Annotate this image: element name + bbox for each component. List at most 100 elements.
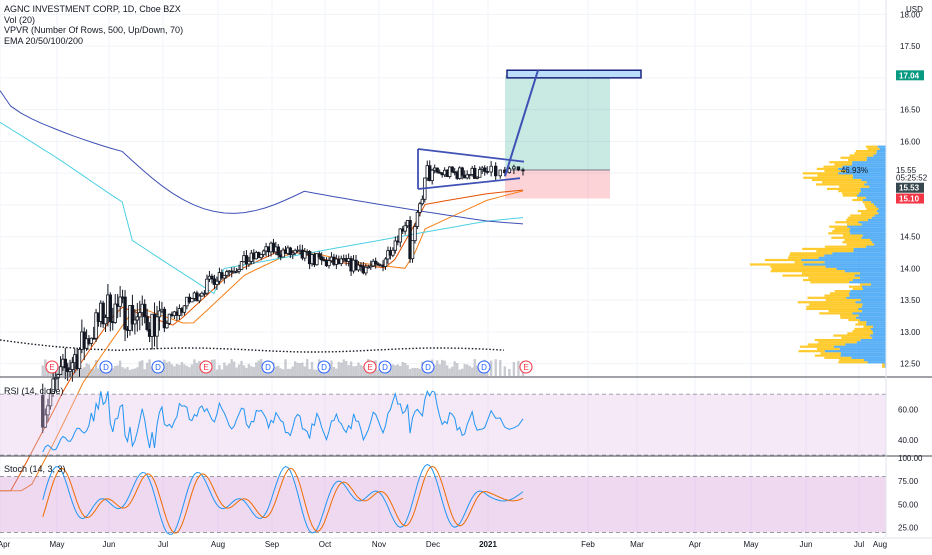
candle-body bbox=[94, 312, 98, 339]
event-marker-D[interactable]: D bbox=[99, 360, 113, 374]
time-tick: Jun bbox=[103, 540, 116, 549]
vp-bar-down bbox=[854, 327, 871, 331]
volume-bar bbox=[259, 359, 263, 376]
volume-bar bbox=[364, 369, 368, 376]
event-marker-E[interactable]: E bbox=[45, 360, 59, 374]
volume-bar bbox=[289, 368, 292, 376]
vp-bar-down bbox=[859, 283, 871, 286]
event-marker-D[interactable]: D bbox=[317, 360, 331, 374]
rsi-tick: 60.00 bbox=[898, 405, 919, 414]
candle-body bbox=[222, 274, 227, 279]
vp-bar-down bbox=[847, 332, 874, 335]
time-tick: Aug bbox=[211, 540, 225, 549]
volume-bar bbox=[308, 369, 311, 376]
vp-bar-down bbox=[802, 172, 839, 175]
candle-body bbox=[133, 319, 137, 325]
event-marker-D[interactable]: D bbox=[151, 360, 165, 374]
breakout-projection-line bbox=[504, 69, 539, 177]
volume-bar bbox=[168, 361, 171, 376]
candlesticks bbox=[41, 160, 525, 434]
legend-ema[interactable]: EMA 20/50/100/200 bbox=[4, 35, 84, 46]
vp-bar-up bbox=[845, 343, 886, 346]
volume-bar bbox=[416, 367, 419, 376]
vp-bar-up bbox=[846, 296, 886, 299]
vp-bar-down bbox=[854, 152, 877, 155]
volume-bar bbox=[215, 369, 219, 376]
volume-bar bbox=[306, 359, 309, 376]
event-marker-letter: E bbox=[49, 363, 54, 372]
vp-bar-down bbox=[834, 163, 852, 166]
volume-bar bbox=[517, 360, 520, 376]
vp-bar-up bbox=[854, 274, 886, 277]
vp-bar-down bbox=[838, 190, 861, 193]
candle-body bbox=[215, 280, 219, 285]
candle-body bbox=[391, 249, 395, 256]
event-marker-D[interactable]: D bbox=[421, 360, 435, 374]
vp-bar-down bbox=[816, 250, 854, 253]
volume-bar bbox=[337, 361, 341, 376]
volume-bar bbox=[223, 362, 226, 376]
volume-bar bbox=[284, 359, 287, 376]
stoch-label[interactable]: Stoch (14, 3, 3) bbox=[4, 464, 66, 474]
candle-body bbox=[493, 165, 498, 177]
volume-bar bbox=[41, 365, 44, 376]
vp-bar-down bbox=[865, 145, 878, 148]
candle-body bbox=[51, 378, 55, 394]
vp-bar-up bbox=[842, 165, 886, 168]
vp-bar-up bbox=[861, 236, 886, 239]
candle-body bbox=[155, 316, 159, 337]
time-tick: Jul bbox=[854, 540, 864, 549]
event-marker-D[interactable]: D bbox=[477, 360, 491, 374]
time-tick: 2021 bbox=[479, 540, 497, 549]
vp-bar-down bbox=[811, 178, 862, 182]
event-marker-circle bbox=[477, 360, 491, 374]
candle-body bbox=[369, 265, 373, 268]
volume-bar bbox=[133, 368, 137, 376]
volume-bar bbox=[279, 368, 282, 376]
event-marker-E[interactable]: E bbox=[363, 360, 377, 374]
vp-bar-up bbox=[871, 216, 886, 219]
price-tick: 14.00 bbox=[900, 264, 921, 273]
candle-body bbox=[415, 211, 420, 227]
volume-bar bbox=[183, 364, 186, 376]
event-marker-letter: E bbox=[203, 363, 208, 372]
event-marker-circle bbox=[199, 360, 213, 374]
vp-bar-up bbox=[844, 270, 886, 273]
vp-bar-down bbox=[846, 223, 862, 226]
vp-bar-down bbox=[806, 307, 859, 311]
volume-bar bbox=[97, 368, 100, 376]
vp-bar-down bbox=[864, 203, 874, 206]
event-marker-D[interactable]: D bbox=[378, 360, 392, 374]
volume-bar bbox=[443, 360, 446, 376]
event-marker-E[interactable]: E bbox=[199, 360, 213, 374]
legend-vol[interactable]: Vol (20) bbox=[4, 14, 36, 25]
volume-bar bbox=[257, 360, 260, 376]
candle-body bbox=[48, 393, 53, 407]
volume-bar bbox=[476, 365, 479, 376]
vp-bar-down bbox=[826, 187, 861, 190]
legend-vpvr[interactable]: VPVR (Number Of Rows, 500, Up/Down, 70) bbox=[4, 25, 184, 35]
volume-bar bbox=[293, 361, 297, 376]
vp-bar-up bbox=[860, 187, 886, 190]
vp-bar-down bbox=[839, 185, 870, 188]
vp-bar-up bbox=[858, 314, 886, 317]
volume-bar bbox=[123, 368, 127, 376]
candle-body bbox=[113, 303, 117, 323]
rsi-pane bbox=[0, 389, 886, 456]
ema-line bbox=[0, 190, 524, 492]
rsi-line bbox=[42, 389, 524, 453]
vp-bar-down bbox=[838, 361, 868, 364]
event-marker-D[interactable]: D bbox=[261, 360, 275, 374]
price-tick: 13.50 bbox=[900, 296, 921, 305]
volume-bar bbox=[245, 367, 248, 376]
vp-bar-down bbox=[806, 305, 862, 308]
candle-body bbox=[91, 337, 96, 340]
event-marker-E[interactable]: E bbox=[519, 360, 533, 374]
volume-bar bbox=[301, 362, 304, 376]
rsi-label[interactable]: RSI (14, close) bbox=[4, 386, 64, 396]
vp-bar-down bbox=[810, 281, 850, 284]
volume-bar bbox=[178, 364, 181, 376]
legend-symbol[interactable]: AGNC INVESTMENT CORP, 1D, Cboe BZX bbox=[4, 4, 181, 14]
volume-bar bbox=[138, 361, 141, 376]
